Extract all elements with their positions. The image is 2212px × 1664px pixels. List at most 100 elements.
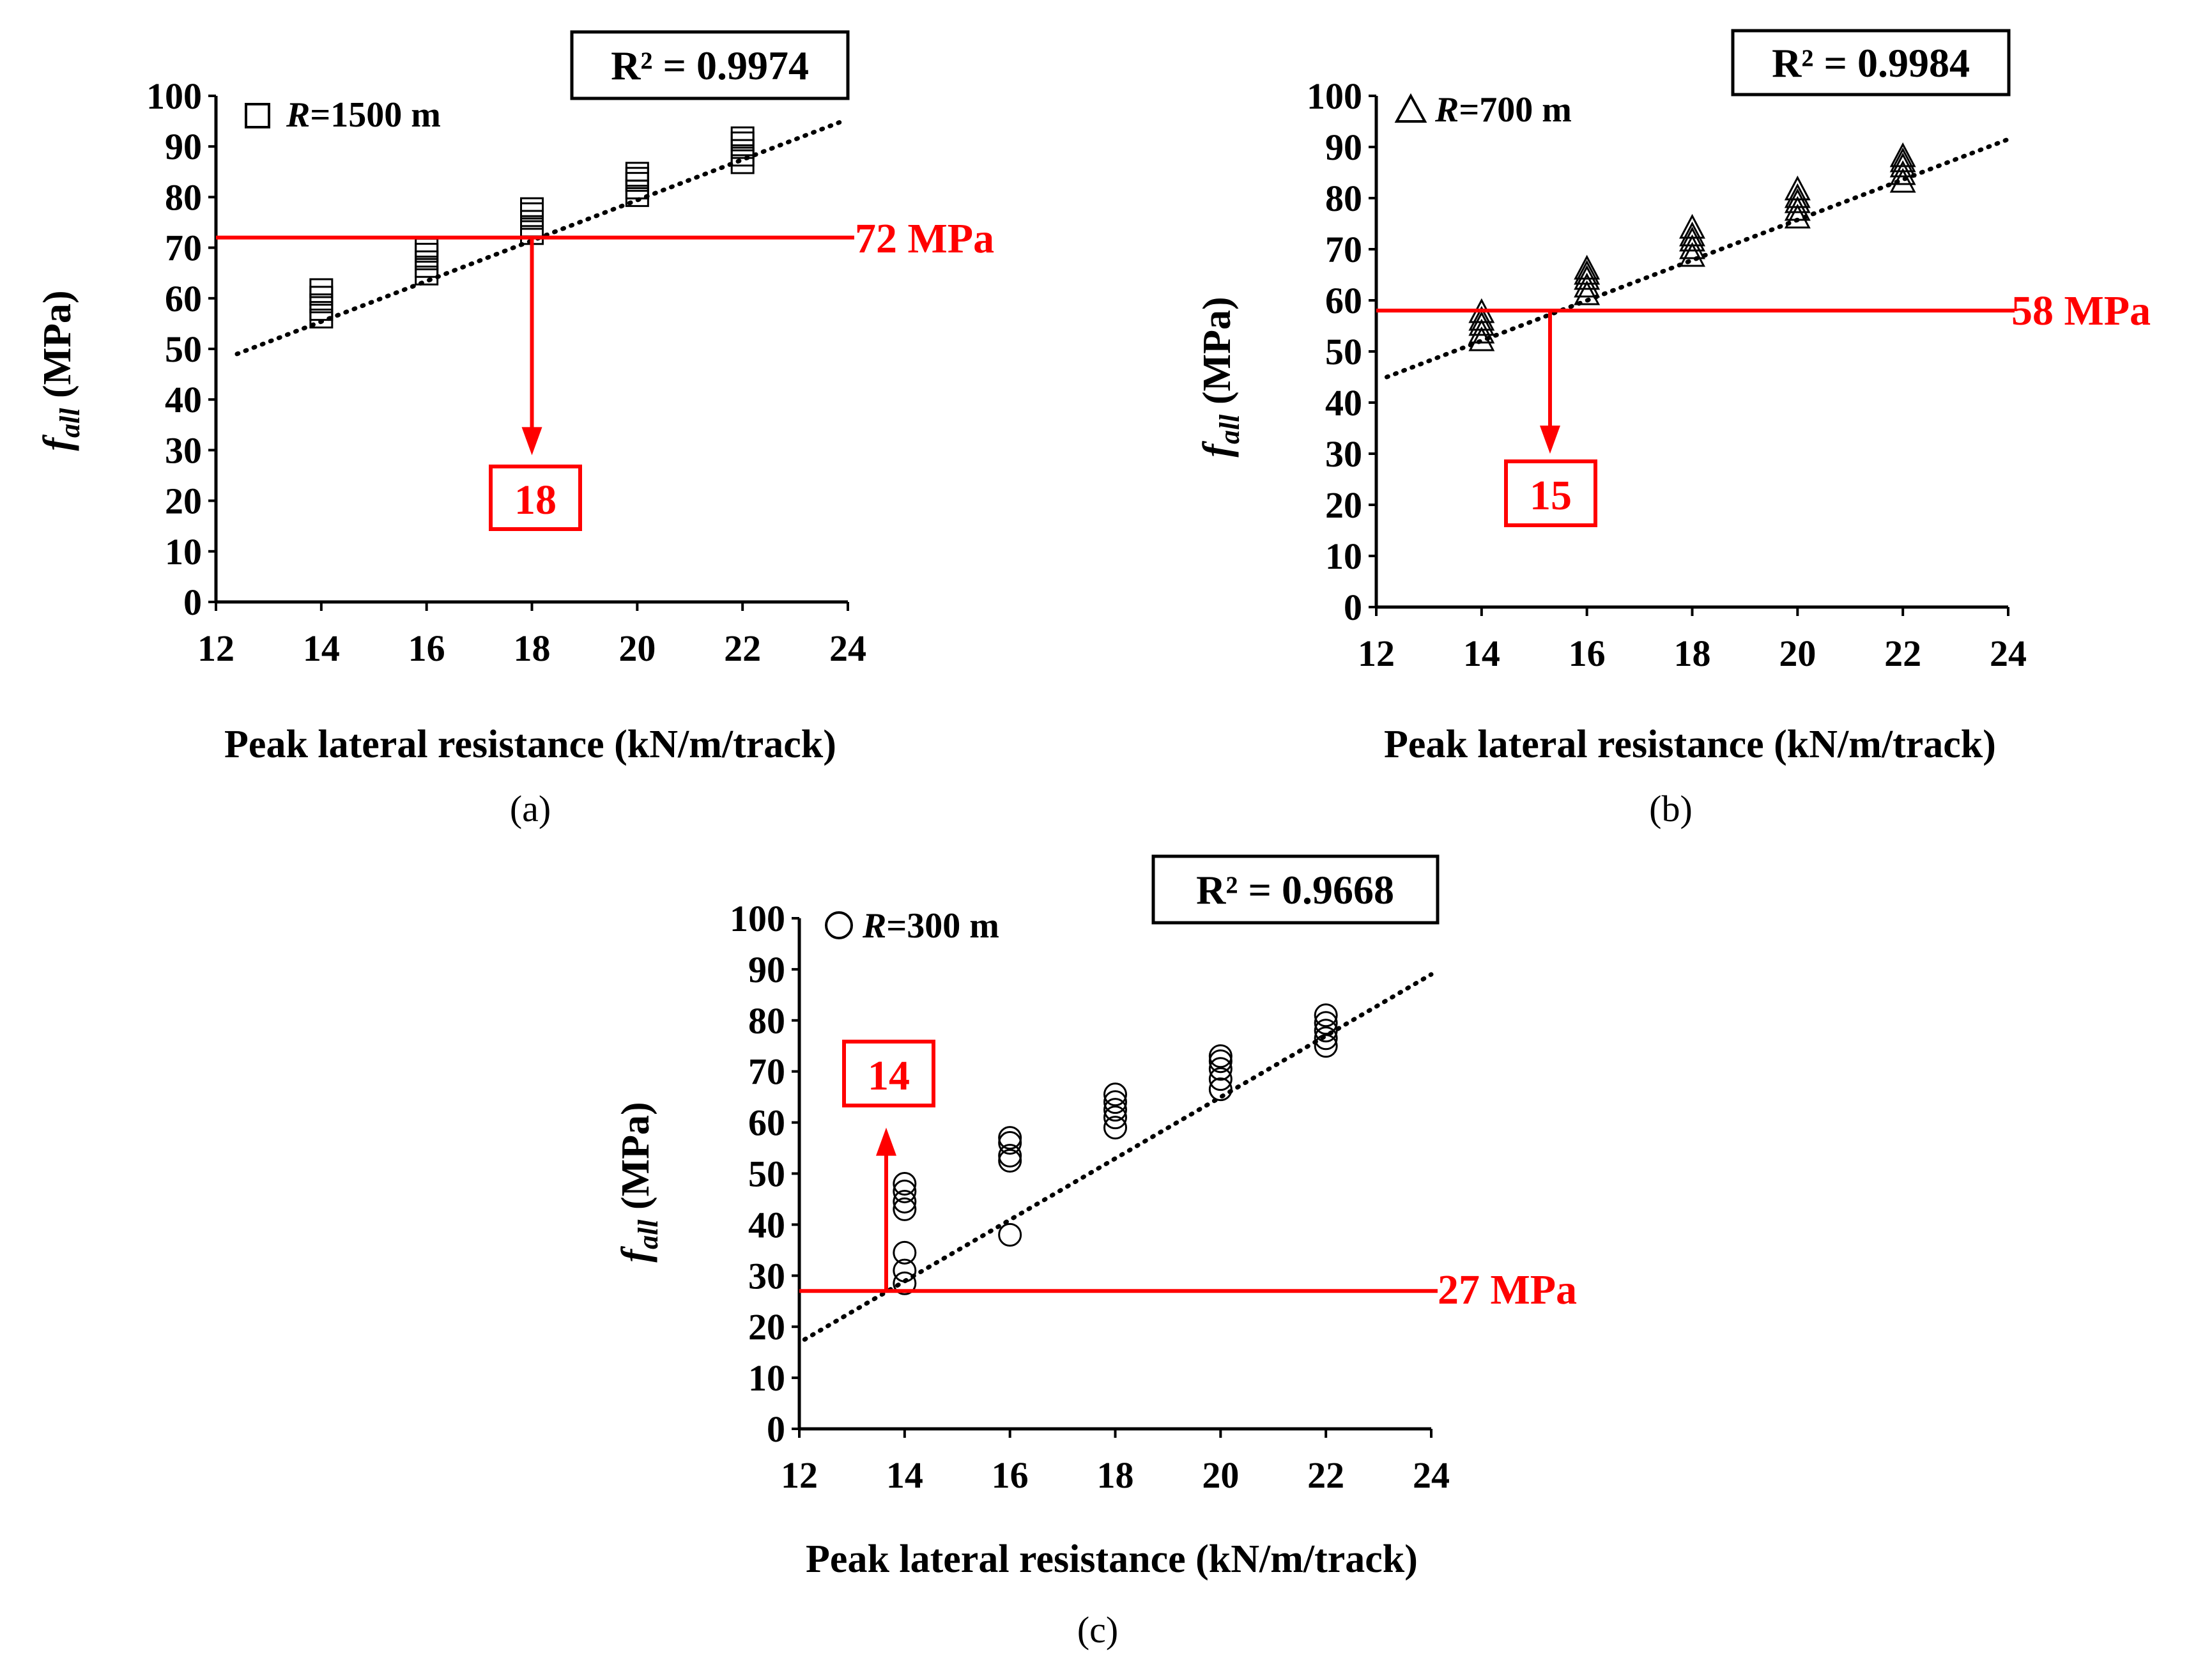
- y-tick-label: 50: [748, 1153, 785, 1195]
- threshold-arrow-head: [875, 1127, 896, 1156]
- legend: R=700 m: [1394, 90, 1572, 130]
- y-axis-title-unit: (MPa): [1195, 297, 1239, 414]
- y-tick-label: 30: [1325, 433, 1362, 475]
- data-point: [998, 1144, 1022, 1168]
- data-point: [1314, 1026, 1338, 1051]
- data-point: [1208, 1077, 1233, 1102]
- data-point: [1679, 234, 1705, 259]
- caption: (a): [510, 788, 551, 829]
- answer-box: 14: [842, 1040, 935, 1107]
- legend-rest: =300 m: [886, 906, 999, 946]
- x-tick-label: 16: [1569, 633, 1606, 674]
- y-tick-label: 0: [767, 1408, 785, 1450]
- r2-label: R² = 0.9974: [611, 43, 809, 88]
- y-tick-label: 40: [165, 379, 202, 420]
- data-points-c: [893, 1003, 1338, 1295]
- data-point: [1889, 142, 1916, 167]
- data-point: [1208, 1067, 1233, 1091]
- legend-marker: [825, 911, 853, 939]
- legend: R=300 m: [825, 906, 999, 946]
- threshold-arrow-head: [1539, 426, 1560, 454]
- x-tick-label: 22: [1307, 1454, 1344, 1496]
- r2-box-frame: [1151, 854, 1440, 925]
- x-tick-label: 18: [1097, 1454, 1134, 1496]
- data-point: [625, 162, 649, 182]
- y-tick-label: 100: [730, 898, 785, 939]
- data-point: [1574, 259, 1601, 285]
- y-tick-label: 20: [748, 1306, 785, 1348]
- legend-label: R=300 m: [862, 906, 999, 946]
- r2-box: R² = 0.9668: [1151, 854, 1440, 925]
- y-tick-label: 80: [1325, 178, 1362, 219]
- x-tick-label: 20: [618, 628, 656, 669]
- y-tick-label: 0: [1344, 587, 1362, 628]
- x-tick-label: 24: [1990, 633, 2027, 674]
- y-tick-label: 80: [748, 1000, 785, 1042]
- y-axis-title: fall (MPa): [1195, 297, 1245, 457]
- answer-box-frame: [842, 1040, 935, 1107]
- y-tick-label: 60: [1325, 280, 1362, 321]
- data-point: [998, 1131, 1022, 1155]
- y-tick-label: 80: [165, 176, 202, 218]
- x-axis-title: Peak lateral resistance (kN/m/track): [1384, 723, 1996, 766]
- data-point: [1103, 1098, 1127, 1122]
- legend-label: R=700 m: [1434, 90, 1572, 130]
- legend: R=1500 m: [245, 95, 441, 135]
- data-point: [893, 1171, 917, 1196]
- data-point: [998, 1149, 1022, 1173]
- tick-labels-b: 0 10 20 30 40 50 60 70 80 90 100 12 14 16 18 20 22 24: [1307, 75, 2027, 674]
- data-point: [415, 238, 439, 258]
- r2-box: R² = 0.9974: [570, 30, 850, 100]
- answer-box: 15: [1504, 459, 1597, 527]
- legend-marker: [245, 103, 270, 128]
- x-tick-label: 14: [303, 628, 340, 669]
- data-point: [1208, 1057, 1233, 1081]
- data-point: [1784, 203, 1811, 229]
- data-point: [1784, 175, 1811, 201]
- data-point: [1784, 183, 1811, 208]
- y-tick-label: 30: [165, 429, 202, 471]
- x-tick-label: 18: [1674, 633, 1711, 674]
- data-point: [893, 1258, 917, 1283]
- y-tick-label: 40: [748, 1204, 785, 1245]
- x-tick-label: 14: [1463, 633, 1500, 674]
- data-point: [893, 1179, 917, 1203]
- y-tick-label: 90: [748, 949, 785, 990]
- data-point: [1574, 272, 1601, 298]
- r2-box-frame: [570, 30, 850, 100]
- y-tick-label: 90: [165, 126, 202, 167]
- data-point: [1314, 1011, 1338, 1035]
- threshold-c: [799, 1127, 1438, 1293]
- data-point: [893, 1240, 917, 1265]
- data-point: [893, 1189, 917, 1213]
- threshold-b: [1376, 309, 2015, 454]
- data-points-a: [309, 126, 755, 328]
- y-tick-label: 10: [1325, 535, 1362, 577]
- y-tick-label: 70: [748, 1051, 785, 1093]
- caption: (b): [1649, 788, 1693, 829]
- data-point: [1468, 318, 1495, 344]
- data-point: [1314, 1019, 1338, 1043]
- legend-rest: =1500 m: [310, 95, 441, 135]
- data-point: [1208, 1044, 1233, 1068]
- y-tick-label: 0: [183, 582, 202, 623]
- answer-box-frame: [489, 465, 582, 531]
- y-tick-label: 10: [165, 531, 202, 573]
- x-tick-label: 12: [1358, 633, 1395, 674]
- y-axis-title: fall (MPa): [36, 290, 86, 451]
- data-point: [1468, 326, 1495, 351]
- threshold-label: 27 MPa: [1438, 1267, 1577, 1313]
- x-tick-label: 22: [724, 628, 761, 669]
- answer-box-frame: [1504, 459, 1597, 527]
- legend-r: R: [286, 95, 310, 135]
- data-point: [1574, 280, 1601, 305]
- y-axis-title-unit: (MPa): [614, 1102, 657, 1219]
- data-point: [1784, 196, 1811, 221]
- threshold-arrow-head: [521, 427, 542, 456]
- data-point: [1784, 188, 1811, 213]
- panel-c: 0 10 20 30 40 50 60 70 80 90 100 12 14 16 18 20 22 24 Pea…: [614, 854, 1577, 1651]
- y-tick-label: 70: [165, 227, 202, 269]
- data-point: [1314, 1003, 1338, 1028]
- data-point: [998, 1222, 1022, 1247]
- threshold-label: 72 MPa: [855, 215, 994, 262]
